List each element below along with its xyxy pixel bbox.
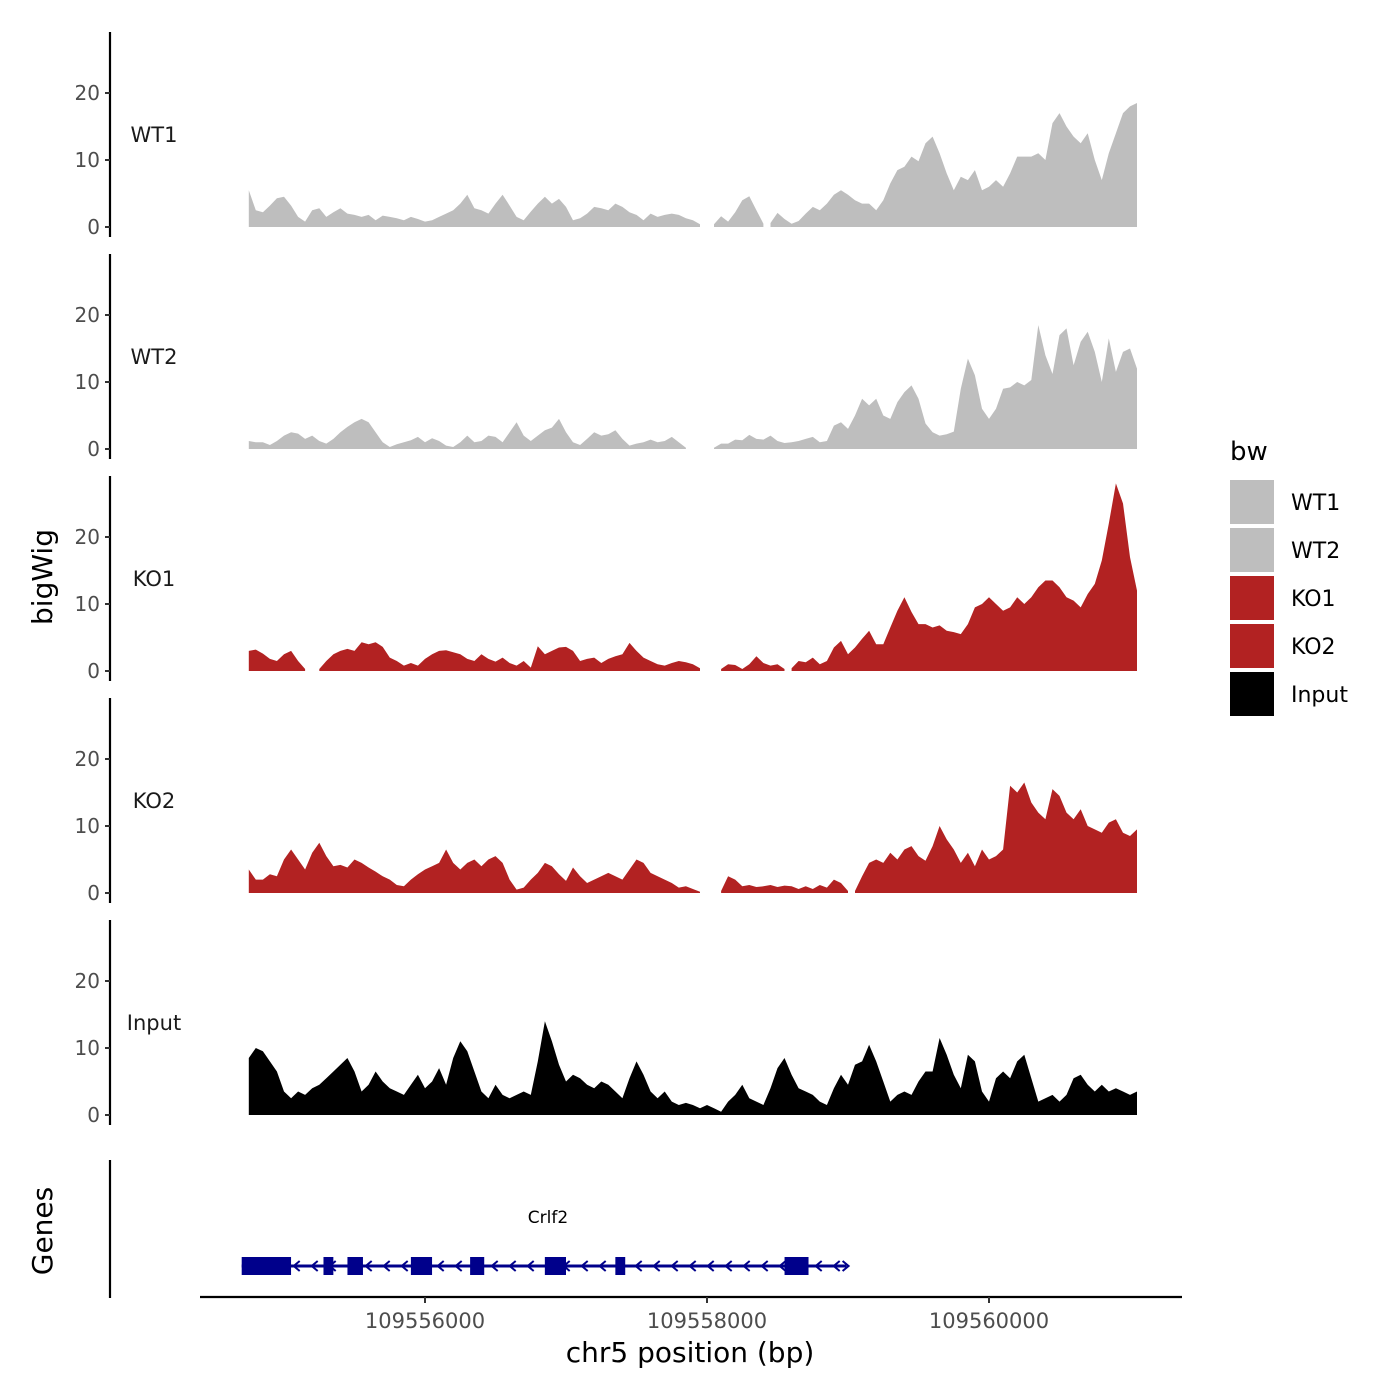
x-tick-label: 109560000 <box>929 1309 1049 1333</box>
y-tick-label: 20 <box>75 747 100 771</box>
legend-item-wt2: WT2 <box>1230 528 1340 572</box>
legend-key-swatch <box>1230 480 1274 524</box>
y-tick-label: 10 <box>75 148 100 172</box>
y-axis-title: bigWig <box>26 529 59 625</box>
strand-arrow <box>454 1260 463 1272</box>
strand-arrow <box>814 1260 823 1272</box>
strand-arrow <box>652 1260 661 1272</box>
exon <box>784 1257 809 1275</box>
signal-area-ko2 <box>855 782 1137 893</box>
legend-item-label: KO1 <box>1291 587 1336 612</box>
strand-arrow <box>490 1260 499 1272</box>
signal-area-wt1 <box>714 196 764 227</box>
signal-area-ko1 <box>791 483 1137 671</box>
signal-area-ko2 <box>721 876 848 893</box>
signal-area-ko1 <box>319 642 700 671</box>
strand-arrow <box>742 1260 751 1272</box>
strand-arrow <box>436 1260 445 1272</box>
x-axis-title: chr5 position (bp) <box>566 1336 815 1369</box>
track-label: Input <box>127 1011 181 1035</box>
strand-arrow <box>580 1260 589 1272</box>
y-tick-label: 0 <box>87 215 100 239</box>
genes-track: Crlf2 <box>108 1160 851 1298</box>
y-tick-label: 20 <box>75 525 100 549</box>
track-wt1: 0 10 20 WT1 <box>75 32 1137 239</box>
legend-key-swatch <box>1230 528 1274 572</box>
legend-key-swatch <box>1230 624 1274 668</box>
strand-arrow <box>688 1260 697 1272</box>
legend-title: bw <box>1230 437 1268 467</box>
legend-item-ko2: KO2 <box>1230 624 1336 668</box>
strand-arrow <box>292 1260 301 1272</box>
strand-arrow <box>670 1260 679 1272</box>
strand-arrow <box>526 1260 535 1272</box>
signal-area-ko1 <box>248 649 306 671</box>
legend-item-ko1: KO1 <box>1230 576 1336 620</box>
exon <box>410 1257 433 1275</box>
exon <box>347 1257 363 1275</box>
exon <box>323 1257 334 1275</box>
exon <box>470 1257 485 1275</box>
genes-axis-title: Genes <box>26 1187 59 1275</box>
legend: bw WT1 WT2 KO1 KO2 Input <box>1230 437 1348 716</box>
strand-arrow <box>760 1260 769 1272</box>
y-tick-label: 0 <box>87 659 100 683</box>
track-label: KO1 <box>133 567 176 591</box>
signal-area-input <box>248 1021 1138 1115</box>
strand-arrow <box>724 1260 733 1272</box>
x-tick-label: 109556000 <box>365 1309 485 1333</box>
strand-arrow <box>508 1260 517 1272</box>
signal-area-wt1 <box>248 190 701 227</box>
x-tick-label: 109558000 <box>647 1309 767 1333</box>
gene-end-arrow <box>841 1260 851 1272</box>
y-tick-label: 0 <box>87 881 100 905</box>
legend-item-input: Input <box>1230 672 1348 716</box>
strand-arrow <box>364 1260 373 1272</box>
signal-area-ko2 <box>248 842 701 893</box>
y-tick-label: 0 <box>87 1103 100 1127</box>
y-tick-label: 10 <box>75 592 100 616</box>
y-tick-label: 10 <box>75 370 100 394</box>
legend-item-label: WT2 <box>1291 539 1340 564</box>
y-tick-label: 0 <box>87 437 100 461</box>
y-tick-label: 10 <box>75 814 100 838</box>
legend-item-wt1: WT1 <box>1230 480 1340 524</box>
legend-item-label: Input <box>1291 683 1348 708</box>
signal-area-ko1 <box>721 656 785 671</box>
track-ko2: 0 10 20 KO2 <box>75 698 1137 905</box>
signal-area-wt2 <box>248 418 686 449</box>
legend-key-swatch <box>1230 672 1274 716</box>
strand-arrow <box>706 1260 715 1272</box>
track-label: WT1 <box>131 123 178 147</box>
exon <box>544 1257 566 1275</box>
y-tick-label: 20 <box>75 81 100 105</box>
signal-area-wt1 <box>770 59 1137 227</box>
strand-arrow <box>310 1260 319 1272</box>
legend-item-label: WT1 <box>1291 491 1340 516</box>
track-ko1: 0 10 20 KO1 <box>75 476 1137 683</box>
signal-area-wt2 <box>714 325 1137 449</box>
y-tick-label: 20 <box>75 303 100 327</box>
track-label: WT2 <box>131 345 178 369</box>
exon <box>615 1257 626 1275</box>
legend-key-swatch <box>1230 576 1274 620</box>
strand-arrow <box>634 1260 643 1272</box>
strand-arrow <box>400 1260 409 1272</box>
track-input: 0 10 20 Input <box>75 920 1138 1127</box>
y-tick-label: 20 <box>75 969 100 993</box>
track-label: KO2 <box>133 789 176 813</box>
x-axis: 109556000 109558000 109560000 <box>200 1295 1182 1333</box>
strand-arrow <box>382 1260 391 1272</box>
tracks-layer: 0 10 20 WT1 0 10 20 WT2 0 10 20 KO1 0 10 20 KO2 0 10 20 Inp… <box>75 32 1138 1127</box>
y-tick-label: 10 <box>75 1036 100 1060</box>
exon <box>241 1257 292 1275</box>
gene-name-label: Crlf2 <box>528 1208 568 1228</box>
legend-item-label: KO2 <box>1291 635 1336 660</box>
strand-arrow <box>778 1260 787 1272</box>
strand-arrow <box>832 1260 841 1272</box>
strand-arrow <box>598 1260 607 1272</box>
track-wt2: 0 10 20 WT2 <box>75 254 1137 461</box>
